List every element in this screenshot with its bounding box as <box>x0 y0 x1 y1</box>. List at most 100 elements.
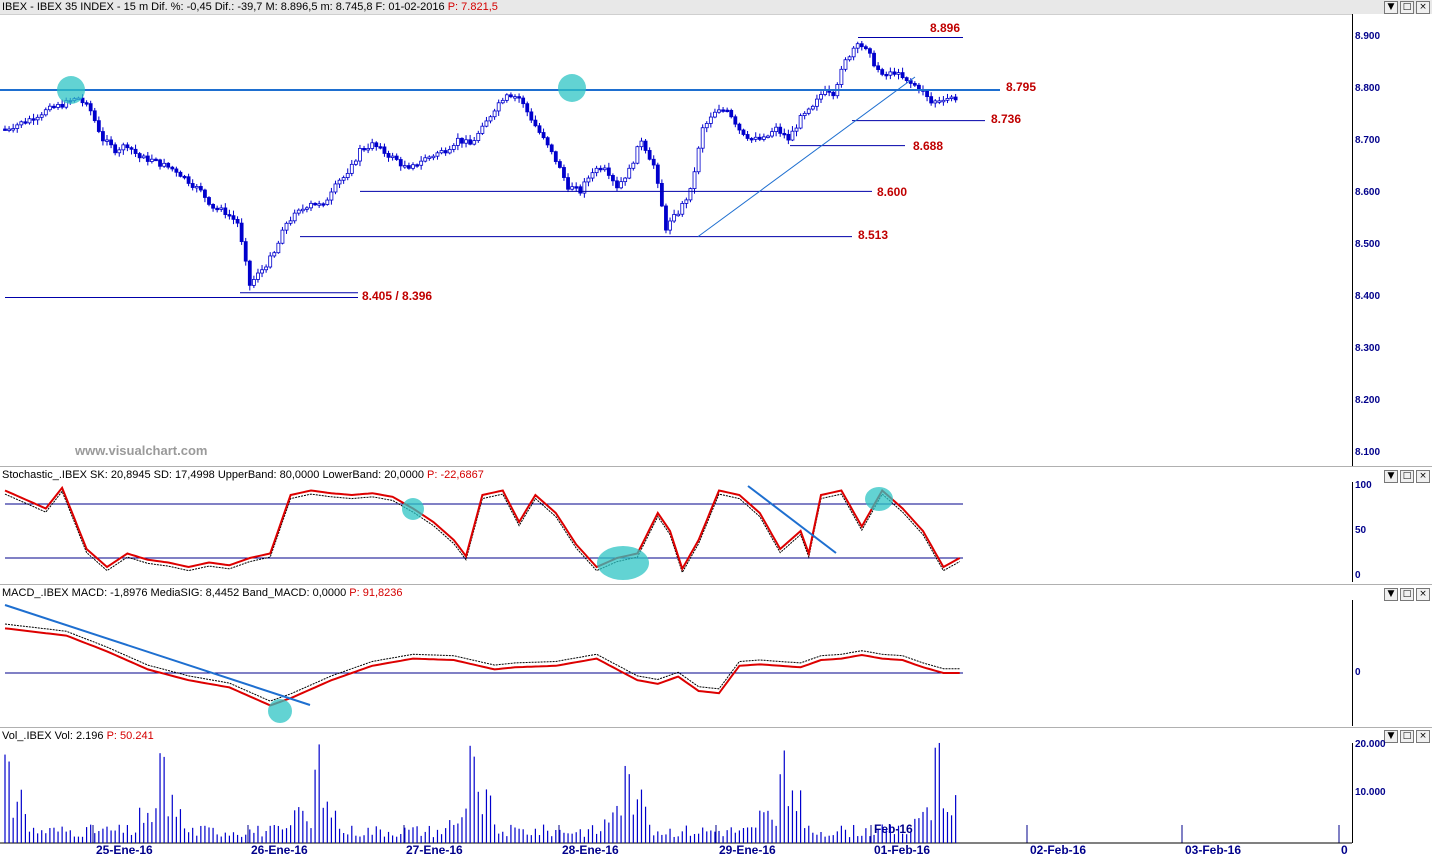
close-button[interactable]: × <box>1416 1 1430 14</box>
volume-window-buttons: ▼ □ × <box>1384 730 1430 743</box>
candle-body <box>333 183 338 193</box>
candle-body <box>60 104 65 108</box>
candle-body <box>802 112 807 116</box>
candle-body <box>541 132 546 139</box>
candle-body <box>949 96 954 99</box>
panel-separator <box>0 466 1432 467</box>
candle-body <box>937 100 942 103</box>
date-label: 03-Feb-16 <box>1185 843 1242 857</box>
candle-body <box>43 109 48 116</box>
level-label-8736: 8.736 <box>991 112 1022 126</box>
candle-body <box>509 94 513 98</box>
maximize-button[interactable]: □ <box>1400 470 1414 483</box>
candle-body <box>39 114 44 118</box>
candle-body <box>615 180 619 189</box>
candle-body <box>619 181 623 189</box>
maximize-button[interactable]: □ <box>1400 730 1414 743</box>
candle-body <box>500 99 505 104</box>
candle-body <box>194 186 199 189</box>
candle-body <box>668 220 672 231</box>
candle-body <box>178 171 183 177</box>
candle-body <box>566 177 570 190</box>
highlight-circle <box>57 76 85 104</box>
candle-body <box>582 181 587 194</box>
minimize-button[interactable]: ▼ <box>1384 730 1398 743</box>
candle-body <box>504 94 509 101</box>
candle-body <box>725 109 730 113</box>
candle-body <box>472 140 477 145</box>
stochastic-header: Stochastic_.IBEX SK: 20,8945 SD: 17,4998… <box>2 469 484 481</box>
macd-header: MACD_.IBEX MACD: -1,8976 MediaSIG: 8,445… <box>2 587 403 599</box>
candle-body <box>23 121 28 124</box>
chart-header-bar <box>0 0 1432 15</box>
chart-header-text: IBEX - IBEX 35 INDEX - 15 m Dif. %: -0,4… <box>2 1 445 13</box>
candle-body <box>872 52 876 67</box>
price-tick: 8.500 <box>1355 239 1381 250</box>
candle-body <box>407 165 411 169</box>
candle-body <box>52 105 56 109</box>
highlight-circle <box>558 74 586 102</box>
level-label-8896: 8.896 <box>930 21 961 35</box>
candle-body <box>847 56 852 61</box>
candle-body <box>386 153 391 158</box>
candle-body <box>231 215 236 220</box>
candle-body <box>203 189 207 198</box>
macd-line <box>4 627 960 707</box>
candle-body <box>819 94 823 100</box>
candle-body <box>537 125 542 133</box>
price-tick: 8.600 <box>1355 187 1381 198</box>
minimize-button[interactable]: ▼ <box>1384 588 1398 601</box>
candle-body <box>647 150 652 160</box>
candle-body <box>525 103 530 113</box>
candle-body <box>488 116 493 122</box>
chart-header-price: P: 7.821,5 <box>447 1 498 13</box>
candle-body <box>129 147 134 150</box>
candle-body <box>35 116 40 121</box>
candle-body <box>84 102 89 105</box>
candle-body <box>492 110 497 118</box>
candle-body <box>362 148 366 151</box>
candle-body <box>798 115 803 129</box>
date-label: 01-Feb-16 <box>874 843 931 857</box>
candle-body <box>602 167 607 171</box>
candle-body <box>313 202 317 206</box>
candle-body <box>884 73 889 77</box>
candle-body <box>455 137 460 146</box>
candle-body <box>496 102 501 112</box>
minimize-button[interactable]: ▼ <box>1384 1 1398 14</box>
candle-body <box>912 83 917 86</box>
candle-body <box>766 135 770 138</box>
stochastic-sk-line <box>4 485 961 572</box>
candle-body <box>325 199 330 205</box>
candle-body <box>11 128 16 131</box>
close-button[interactable]: × <box>1416 470 1430 483</box>
candle-body <box>423 157 428 162</box>
candle-body <box>427 156 432 159</box>
candle-body <box>513 96 517 99</box>
candle-body <box>590 172 595 179</box>
candle-body <box>349 163 354 174</box>
macd-window-buttons: ▼ □ × <box>1384 588 1430 601</box>
candle-body <box>708 116 713 124</box>
close-button[interactable]: × <box>1416 588 1430 601</box>
maximize-button[interactable]: □ <box>1400 1 1414 14</box>
candle-body <box>162 162 167 167</box>
candle-body <box>431 155 436 159</box>
candle-body <box>631 162 636 169</box>
candle-body <box>235 218 240 224</box>
candle-body <box>733 116 738 125</box>
minimize-button[interactable]: ▼ <box>1384 470 1398 483</box>
candle-body <box>80 97 85 104</box>
candle-body <box>239 222 244 243</box>
close-button[interactable]: × <box>1416 730 1430 743</box>
candle-body <box>851 47 856 58</box>
highlight-circle <box>597 546 649 580</box>
candle-body <box>215 207 220 211</box>
candle-body <box>19 121 24 126</box>
maximize-button[interactable]: □ <box>1400 588 1414 601</box>
candle-body <box>896 72 901 75</box>
candle-body <box>578 186 583 194</box>
candle-body <box>672 214 677 222</box>
candle-body <box>774 126 779 133</box>
candle-body <box>170 166 175 170</box>
